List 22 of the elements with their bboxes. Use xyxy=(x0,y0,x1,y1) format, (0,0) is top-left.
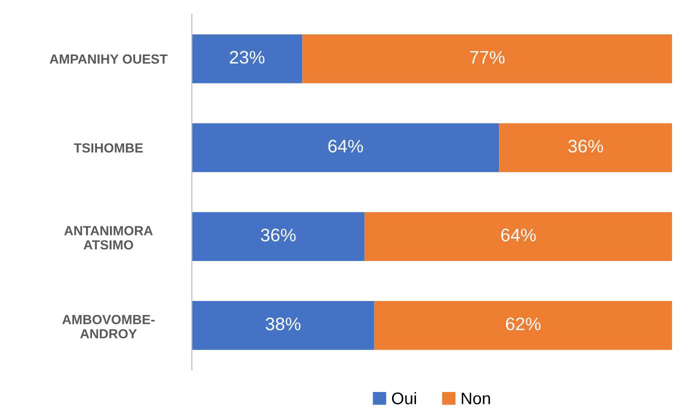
y-tick-label: TSIHOMBE xyxy=(74,143,143,153)
y-tick-label: AMPANIHY OUEST xyxy=(50,54,168,64)
bar xyxy=(192,123,500,172)
bar xyxy=(374,301,672,350)
y-tick-label: AMBOVOMBE- ANDROY xyxy=(62,314,155,338)
data-label: 64% xyxy=(328,140,363,153)
legend-label: Oui xyxy=(392,392,416,404)
data-label: 23% xyxy=(230,50,264,64)
bar xyxy=(302,34,672,84)
data-label: 77% xyxy=(470,50,505,64)
data-label: 64% xyxy=(501,228,536,242)
data-label: 62% xyxy=(506,318,541,330)
bar xyxy=(192,301,374,350)
bar xyxy=(364,212,672,262)
bar xyxy=(192,212,365,262)
data-label: 36% xyxy=(260,228,296,242)
bar xyxy=(192,34,302,84)
y-tick-label: ANTANIMORA ATSIMO xyxy=(64,226,153,250)
data-label: 38% xyxy=(266,318,300,330)
legend-label: Non xyxy=(462,392,490,404)
data-label: 36% xyxy=(568,140,604,153)
bar xyxy=(499,123,672,172)
